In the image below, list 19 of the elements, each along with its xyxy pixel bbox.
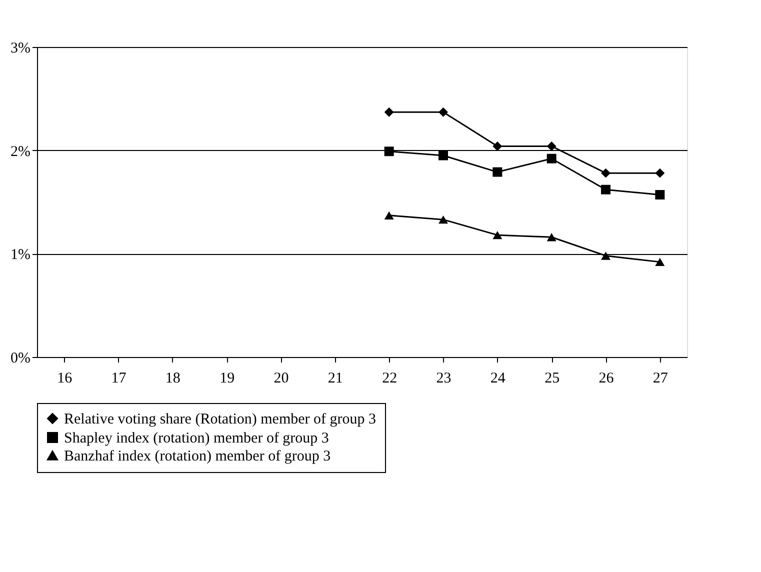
x-tick-label: 23 [436, 370, 452, 386]
x-tick-label: 24 [490, 370, 506, 386]
y-tick-label: 3% [10, 40, 30, 56]
legend-label: Shapley index (rotation) member of group 3 [64, 430, 329, 446]
x-tick-label: 22 [382, 370, 398, 386]
x-tick-label: 16 [57, 370, 73, 386]
legend-label: Relative voting share (Rotation) member of group 3 [64, 412, 376, 428]
x-tick-label: 27 [652, 370, 668, 386]
x-tick-label: 25 [544, 370, 560, 386]
x-tick-label: 20 [274, 370, 289, 386]
y-tick-label: 0% [10, 350, 30, 366]
x-tick-label: 19 [220, 370, 235, 386]
x-tick-label: 26 [598, 370, 614, 386]
y-tick-label: 1% [10, 247, 30, 264]
legend-label: Banzhaf index (rotation) member of group 3 [64, 448, 331, 464]
x-tick-label: 18 [165, 370, 180, 386]
x-tick-label: 21 [328, 370, 343, 386]
x-tick-label: 17 [111, 370, 127, 386]
y-tick-label: 2% [10, 144, 30, 160]
